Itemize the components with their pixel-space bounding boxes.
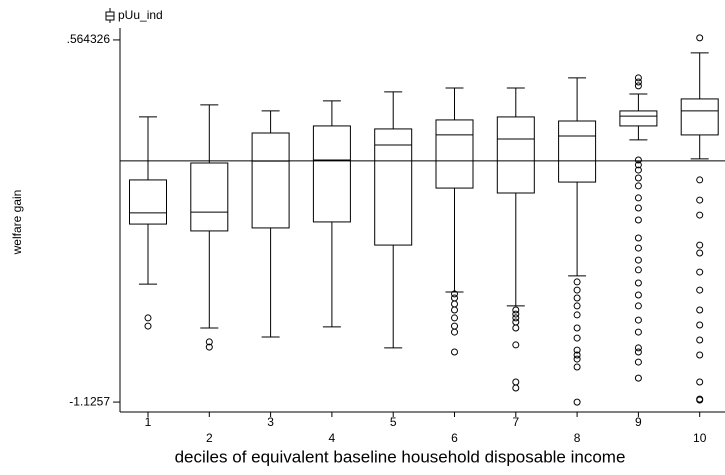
outlier <box>512 384 520 392</box>
outlier <box>634 194 642 202</box>
outlier <box>634 244 642 252</box>
outlier <box>696 176 704 184</box>
outlier <box>573 346 581 354</box>
outlier <box>512 314 520 322</box>
outlier <box>144 322 152 330</box>
outlier <box>634 328 642 336</box>
outlier <box>573 302 581 310</box>
outlier <box>451 300 458 308</box>
x-tick-label: 7 <box>512 415 519 429</box>
outlier <box>205 343 213 351</box>
outlier <box>696 351 704 359</box>
outlier <box>696 34 704 42</box>
outlier <box>573 278 581 286</box>
outlier <box>696 268 704 276</box>
x-tick-label: 3 <box>267 415 274 429</box>
outlier <box>696 211 704 219</box>
outlier <box>573 363 581 371</box>
legend-icon <box>105 8 115 23</box>
outlier <box>451 314 458 322</box>
outlier <box>144 314 152 322</box>
y-axis-label: welfare gain <box>10 190 24 256</box>
outlier <box>634 358 642 366</box>
outlier <box>634 216 642 224</box>
outlier <box>634 316 642 324</box>
outlier <box>634 374 642 382</box>
x-axis-label: deciles of equivalent baseline household… <box>175 447 626 466</box>
outlier <box>512 310 520 318</box>
x-tick-label: 5 <box>390 415 397 429</box>
outlier <box>512 341 520 349</box>
outlier <box>696 241 704 249</box>
outlier <box>696 249 704 257</box>
box <box>435 119 474 189</box>
outlier <box>634 344 642 352</box>
outlier <box>573 355 581 363</box>
x-tick-label: 2 <box>206 431 213 445</box>
x-tick-label: 10 <box>693 431 707 445</box>
outlier <box>451 348 458 356</box>
outlier <box>451 328 458 336</box>
outlier <box>634 234 642 242</box>
outlier <box>573 286 581 294</box>
outlier <box>634 302 642 310</box>
box <box>129 179 167 225</box>
outlier <box>634 291 642 299</box>
box <box>619 110 658 127</box>
outlier <box>634 166 642 174</box>
outlier <box>451 290 458 298</box>
outlier <box>451 294 458 302</box>
outlier <box>573 311 581 319</box>
x-tick-label: 8 <box>574 431 581 445</box>
outlier <box>634 78 642 86</box>
outlier <box>573 334 581 342</box>
box <box>680 98 719 136</box>
outlier <box>634 266 642 274</box>
outlier <box>634 182 642 190</box>
box <box>190 162 229 232</box>
y-tick-label: .564326 <box>67 32 111 46</box>
outlier <box>573 398 581 406</box>
box <box>251 132 290 229</box>
outlier <box>634 174 642 182</box>
outlier <box>696 396 704 404</box>
outlier <box>512 324 520 332</box>
outlier <box>512 318 520 326</box>
box <box>374 128 413 246</box>
outlier <box>573 351 581 359</box>
box <box>312 125 351 223</box>
outlier <box>696 306 704 314</box>
outlier <box>634 204 642 212</box>
outlier <box>634 348 642 356</box>
outlier <box>205 338 213 346</box>
x-tick-label: 6 <box>451 431 458 445</box>
outlier <box>634 256 642 264</box>
x-tick-label: 1 <box>145 415 152 429</box>
x-tick-label: 9 <box>635 415 642 429</box>
box <box>558 120 597 183</box>
outlier <box>696 196 704 204</box>
outlier <box>634 279 642 287</box>
outlier <box>512 378 520 386</box>
outlier <box>634 82 642 90</box>
outlier <box>451 306 458 314</box>
outlier <box>634 74 642 82</box>
outlier <box>451 322 458 330</box>
legend-label: pUu_ind <box>118 8 163 22</box>
outlier <box>512 306 520 314</box>
outlier <box>634 156 642 164</box>
outlier <box>573 324 581 332</box>
outlier <box>696 378 704 386</box>
outlier <box>696 321 704 329</box>
outlier <box>634 161 642 169</box>
outlier <box>696 286 704 294</box>
y-tick-label: -1.1257 <box>69 394 110 408</box>
box <box>496 116 535 194</box>
outlier <box>696 336 704 344</box>
outlier <box>573 294 581 302</box>
x-tick-label: 4 <box>329 431 336 445</box>
